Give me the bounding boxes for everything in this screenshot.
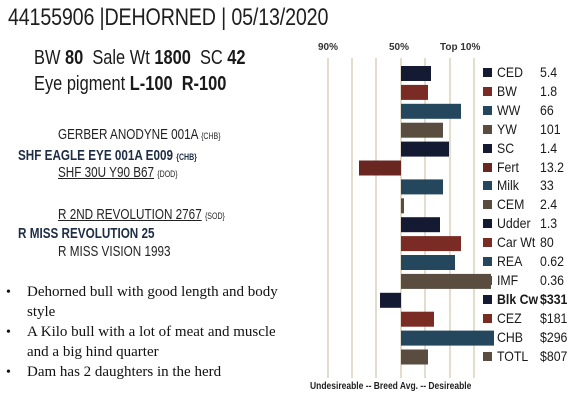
trait-name: CEM bbox=[497, 196, 525, 213]
trait-swatch bbox=[483, 332, 492, 342]
pedigree-sire-sire: GERBER ANODYNE 001A {CHB} bbox=[58, 126, 221, 143]
trait-row: REA 0.62 bbox=[483, 253, 575, 271]
trait-row: CED 5.4 bbox=[483, 64, 575, 82]
pedigree-sire-dam: SHF 30U Y90 B67 {DOD} bbox=[58, 164, 178, 181]
bar-imf bbox=[401, 273, 491, 289]
trait-swatch bbox=[483, 351, 492, 361]
trait-row: Udder 1.3 bbox=[483, 215, 575, 233]
bar-chb bbox=[401, 330, 494, 346]
scale-label-50: 50% bbox=[389, 42, 410, 53]
trait-row: Blk Cw $331 bbox=[483, 291, 575, 309]
bar-bw bbox=[401, 84, 428, 100]
trait-row: CEM 2.4 bbox=[483, 196, 575, 214]
note-item: Dam has 2 daughters in the herd bbox=[6, 363, 298, 383]
trait-name: Milk bbox=[497, 177, 519, 194]
trait-name: IMF bbox=[497, 271, 519, 288]
chart-axis-caption: Undesireable -- Breed Avg. -- Desireable bbox=[310, 381, 472, 392]
bar-milk bbox=[401, 179, 443, 195]
trait-value: $807 bbox=[540, 347, 568, 364]
bar-ww bbox=[401, 103, 461, 119]
trait-row: TOTL $807 bbox=[483, 348, 575, 366]
header-title: 44155906 |DEHORNED | 05/13/2020 bbox=[8, 4, 329, 31]
trait-swatch bbox=[483, 68, 492, 77]
note-item: A Kilo bull with a lot of meat and muscl… bbox=[6, 323, 298, 362]
trait-swatch bbox=[483, 181, 492, 191]
trait-row: BW 1.8 bbox=[483, 83, 575, 101]
trait-row: Milk 33 bbox=[483, 177, 575, 195]
trait-value: 2.4 bbox=[540, 196, 558, 213]
trait-row: CHB $296 bbox=[483, 329, 575, 347]
trait-value: 1.8 bbox=[540, 82, 558, 99]
trait-swatch bbox=[483, 105, 492, 115]
trait-value: 1.4 bbox=[540, 139, 558, 156]
trait-name: Udder bbox=[497, 215, 531, 232]
trait-row: WW 66 bbox=[483, 102, 575, 120]
trait-value: 0.36 bbox=[540, 271, 564, 288]
bar-blk-cw bbox=[380, 292, 401, 308]
trait-name: REA bbox=[497, 253, 523, 269]
trait-row: YW 101 bbox=[483, 121, 575, 139]
note-item: Dehorned bull with good length and body … bbox=[6, 283, 298, 322]
trait-swatch bbox=[483, 238, 492, 248]
bar-yw bbox=[401, 122, 443, 138]
trait-row: Car Wt 80 bbox=[483, 234, 575, 252]
pedigree-dam-dam: R MISS VISION 1993 bbox=[58, 243, 171, 260]
trait-value: 66 bbox=[540, 101, 554, 118]
notes-list: Dehorned bull with good length and body … bbox=[6, 283, 298, 384]
trait-swatch bbox=[483, 275, 492, 285]
scale-label-top10: Top 10% bbox=[440, 42, 481, 53]
trait-row: SC 1.4 bbox=[483, 140, 575, 158]
trait-name: Car Wt bbox=[497, 234, 536, 251]
trait-name: Fert bbox=[497, 158, 519, 175]
trait-swatch bbox=[483, 257, 492, 266]
trait-swatch bbox=[483, 294, 492, 304]
bar-fert bbox=[359, 160, 401, 176]
trait-value: $296 bbox=[540, 328, 568, 345]
bar-ced bbox=[401, 66, 431, 81]
trait-swatch bbox=[483, 200, 492, 210]
bar-cez bbox=[401, 311, 434, 327]
trait-swatch bbox=[483, 313, 492, 323]
trait-name: BW bbox=[497, 82, 517, 99]
trait-swatch bbox=[483, 219, 492, 229]
trait-value: 0.62 bbox=[540, 253, 564, 269]
trait-swatch bbox=[483, 124, 492, 134]
trait-swatch bbox=[483, 162, 492, 172]
trait-name: SC bbox=[497, 139, 515, 156]
trait-name: CEZ bbox=[497, 309, 522, 326]
trait-value: 13.2 bbox=[540, 158, 564, 175]
trait-name: CED bbox=[497, 64, 524, 80]
pedigree-dam-sire: R 2ND REVOLUTION 2767 {SOD} bbox=[58, 206, 225, 223]
trait-name: CHB bbox=[497, 328, 524, 345]
eye-pigment-stats: Eye pigment L-100 R-100 bbox=[34, 73, 227, 95]
scale-label-90: 90% bbox=[318, 42, 339, 53]
bar-udder bbox=[401, 217, 440, 233]
trait-row: CEZ $181 bbox=[483, 310, 575, 328]
bar-sc bbox=[401, 141, 449, 157]
trait-name: YW bbox=[497, 120, 517, 137]
trait-value: 101 bbox=[540, 120, 561, 137]
trait-row: IMF 0.36 bbox=[483, 272, 575, 290]
trait-swatch bbox=[483, 143, 492, 153]
trait-value: 33 bbox=[540, 177, 554, 194]
trait-value: 1.3 bbox=[540, 215, 558, 232]
trait-value: $181 bbox=[540, 309, 568, 326]
pedigree-sire: SHF EAGLE EYE 001A E009 {CHB} bbox=[18, 147, 197, 164]
birth-sale-scrotal-stats: BW 80 Sale Wt 1800 SC 42 bbox=[34, 47, 246, 69]
trait-name: TOTL bbox=[497, 347, 529, 364]
bar-car-wt bbox=[401, 236, 461, 252]
trait-row: Fert 13.2 bbox=[483, 159, 575, 177]
chart-gridlines bbox=[327, 58, 475, 378]
bar-rea bbox=[401, 255, 455, 270]
trait-name: Blk Cw bbox=[497, 290, 539, 307]
trait-value: 5.4 bbox=[540, 64, 558, 80]
bar-totl bbox=[401, 349, 428, 365]
bar-cem bbox=[401, 198, 404, 214]
trait-swatch bbox=[483, 86, 492, 96]
pedigree-dam: R MISS REVOLUTION 25 bbox=[18, 225, 155, 242]
trait-value: 80 bbox=[540, 234, 554, 251]
chart-bars bbox=[359, 66, 494, 365]
trait-value: $331 bbox=[540, 290, 568, 307]
trait-name: WW bbox=[497, 101, 521, 118]
